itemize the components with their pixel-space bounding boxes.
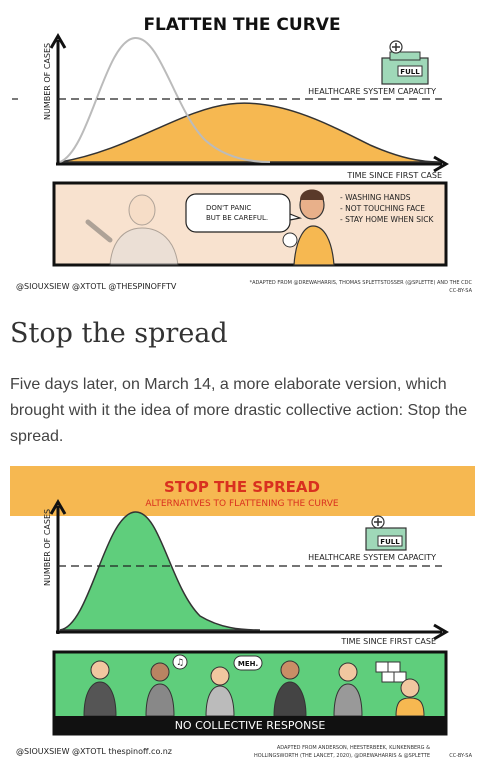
flattened-curve (59, 102, 441, 163)
figure1-credits-right: *ADAPTED FROM @DREWAHARRIS, THOMAS SPLET… (250, 280, 473, 286)
figure1-capacity-label: HEALTHCARE SYSTEM CAPACITY (308, 87, 436, 96)
speech-line-1: DON'T PANIC (206, 204, 251, 212)
person-icon (333, 662, 363, 717)
flatten-curve-illustration: FLATTEN THE CURVE NUMBER OF CASES TIME S… (12, 15, 473, 294)
meh-bubble: MEH. (233, 655, 263, 671)
speech-line-2: BUT BE CAREFUL. (206, 214, 268, 222)
tip-1: - WASHING HANDS (340, 193, 411, 202)
hospital-icon: FULL (365, 515, 407, 551)
y-axis-arrow (49, 499, 67, 515)
person-icon (83, 660, 117, 717)
music-note-icon: ♫ (172, 654, 188, 670)
person-icon (273, 660, 307, 717)
tip-3: - STAY HOME WHEN SICK (340, 215, 434, 224)
speech-bubble (185, 193, 303, 233)
figure1-license: CC-BY-SA (449, 288, 472, 294)
article-paragraph: Five days later, on March 14, a more ela… (10, 376, 468, 445)
x-axis-arrow (433, 623, 449, 641)
steep-curve (59, 511, 261, 631)
figure1-xlabel: TIME SINCE FIRST CASE (346, 171, 442, 180)
hospital-icon: FULL (381, 40, 429, 85)
crowd-caption: NO COLLECTIVE RESPONSE (175, 719, 326, 732)
steep-curve (59, 36, 271, 163)
caption-bar (54, 716, 446, 734)
person-icon (282, 189, 335, 266)
figure2-ylabel: NUMBER OF CASES (43, 509, 52, 586)
figure1-hospital-sign: FULL (400, 68, 420, 76)
figure2-xlabel: TIME SINCE FIRST CASE (340, 637, 436, 646)
y-axis-arrow (49, 33, 67, 49)
person-icon (145, 662, 175, 717)
banner (10, 466, 475, 516)
banner-subtitle: ALTERNATIVES TO FLATTENING THE CURVE (145, 499, 339, 509)
figure2-capacity-label: HEALTHCARE SYSTEM CAPACITY (308, 553, 436, 562)
figure2-credits-right-2: HOLLINGSWORTH (THE LANCET, 2020), @DREWA… (254, 753, 430, 759)
person-icon (205, 666, 235, 717)
figure1-title: FLATTEN THE CURVE (143, 15, 340, 35)
figure2-credits-left: @SIOUXSIEW @XTOTL thespinoff.co.nz (16, 747, 172, 756)
meh-text: MEH. (238, 660, 258, 668)
tip-2: - NOT TOUCHING FACE (340, 204, 425, 213)
figure1-ylabel: NUMBER OF CASES (43, 43, 52, 120)
banner-title: STOP THE SPREAD (164, 478, 320, 496)
figure-stop-the-spread: STOP THE SPREAD ALTERNATIVES TO FLATTENI… (10, 466, 475, 766)
figure2-credits-right-1: ADAPTED FROM ANDERSON, HEESTERBEEK, KLIN… (277, 745, 430, 751)
figure-flatten-the-curve: FLATTEN THE CURVE NUMBER OF CASES TIME S… (10, 0, 475, 300)
figure2-hospital-sign: FULL (380, 538, 400, 546)
toilet-paper-icon (375, 661, 407, 683)
person-icon (395, 678, 425, 717)
stop-spread-illustration: STOP THE SPREAD ALTERNATIVES TO FLATTENI… (10, 466, 475, 759)
svg-text:♫: ♫ (176, 658, 184, 668)
figure1-credits-left: @SIOUXSIEW @XTOTL @THESPINOFFTV (16, 282, 177, 291)
figure2-license: CC-BY-SA (449, 753, 472, 759)
section-heading: Stop the spread (10, 318, 228, 349)
x-axis-arrow (433, 155, 449, 173)
person-icon (85, 194, 179, 266)
